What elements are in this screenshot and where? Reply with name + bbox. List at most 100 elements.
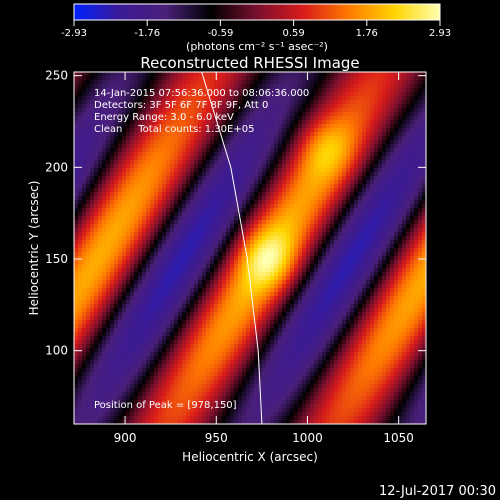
heatmap-cell — [122, 280, 127, 285]
heatmap-cell — [278, 100, 283, 105]
heatmap-cell — [186, 168, 191, 173]
heatmap-cell — [418, 272, 423, 277]
heatmap-cell — [266, 176, 271, 181]
heatmap-cell — [306, 168, 311, 173]
heatmap-cell — [390, 160, 395, 165]
heatmap-cell — [378, 228, 383, 233]
heatmap-cell — [158, 280, 163, 285]
heatmap-cell — [186, 176, 191, 181]
heatmap-cell — [390, 236, 395, 241]
heatmap-cell — [86, 288, 91, 293]
heatmap-cell — [318, 148, 323, 153]
heatmap-cell — [262, 208, 267, 213]
heatmap-cell — [342, 280, 347, 285]
heatmap-cell — [394, 180, 399, 185]
heatmap-cell — [282, 204, 287, 209]
heatmap-cell — [186, 276, 191, 281]
heatmap-cell — [302, 96, 307, 101]
heatmap-cell — [154, 280, 159, 285]
heatmap-cell — [154, 240, 159, 245]
heatmap-cell — [122, 132, 127, 137]
heatmap-cell — [194, 296, 199, 301]
heatmap-cell — [230, 256, 235, 261]
heatmap-cell — [138, 128, 143, 133]
heatmap-cell — [170, 96, 175, 101]
heatmap-cell — [274, 276, 279, 281]
heatmap-cell — [414, 128, 419, 133]
heatmap-cell — [286, 148, 291, 153]
heatmap-cell — [302, 240, 307, 245]
heatmap-cell — [350, 136, 355, 141]
heatmap-cell — [286, 200, 291, 205]
heatmap-cell — [94, 140, 99, 145]
heatmap-cell — [374, 252, 379, 257]
heatmap-cell — [374, 248, 379, 253]
heatmap-cell — [254, 108, 259, 113]
heatmap-cell — [174, 132, 179, 137]
heatmap-cell — [170, 216, 175, 221]
heatmap-cell — [382, 192, 387, 197]
heatmap-cell — [390, 252, 395, 257]
heatmap-cell — [250, 120, 255, 125]
heatmap-cell — [294, 184, 299, 189]
heatmap-cell — [150, 276, 155, 281]
heatmap-cell — [222, 212, 227, 217]
heatmap-cell — [242, 92, 247, 97]
heatmap-cell — [74, 172, 79, 177]
heatmap-cell — [206, 256, 211, 261]
heatmap-cell — [130, 252, 135, 257]
heatmap-cell — [90, 72, 95, 77]
heatmap-cell — [342, 264, 347, 269]
heatmap-cell — [342, 180, 347, 185]
heatmap-cell — [158, 200, 163, 205]
heatmap-cell — [94, 192, 99, 197]
heatmap-cell — [354, 156, 359, 161]
heatmap-cell — [234, 116, 239, 121]
heatmap-cell — [258, 272, 263, 277]
heatmap-cell — [242, 128, 247, 133]
heatmap-cell — [114, 208, 119, 213]
heatmap-cell — [322, 248, 327, 253]
heatmap-cell — [302, 232, 307, 237]
heatmap-cell — [206, 152, 211, 157]
heatmap-cell — [126, 260, 131, 265]
heatmap-cell — [162, 128, 167, 133]
heatmap-cell — [358, 124, 363, 129]
heatmap-cell — [306, 116, 311, 121]
heatmap-cell — [94, 216, 99, 221]
heatmap-cell — [298, 180, 303, 185]
heatmap-cell — [386, 152, 391, 157]
heatmap-cell — [114, 252, 119, 257]
heatmap-cell — [418, 196, 423, 201]
heatmap-cell — [82, 188, 87, 193]
heatmap-cell — [82, 244, 87, 249]
heatmap-cell — [158, 212, 163, 217]
heatmap-cell — [118, 184, 123, 189]
heatmap-cell — [138, 132, 143, 137]
heatmap-cell — [90, 80, 95, 85]
heatmap-cell — [154, 212, 159, 217]
heatmap-cell — [150, 260, 155, 265]
heatmap-cell — [202, 276, 207, 281]
heatmap-cell — [330, 116, 335, 121]
heatmap-cell — [222, 244, 227, 249]
heatmap-cell — [418, 184, 423, 189]
heatmap-cell — [130, 132, 135, 137]
heatmap-cell — [274, 284, 279, 289]
heatmap-cell — [390, 140, 395, 145]
heatmap-cell — [386, 196, 391, 201]
heatmap-cell — [298, 288, 303, 293]
heatmap-cell — [410, 292, 415, 297]
heatmap-cell — [182, 176, 187, 181]
heatmap-cell — [278, 172, 283, 177]
heatmap-cell — [290, 268, 295, 273]
heatmap-cell — [206, 212, 211, 217]
heatmap-cell — [402, 100, 407, 105]
colorbar-tick-label: 2.93 — [429, 28, 451, 39]
heatmap-cell — [118, 208, 123, 213]
heatmap-cell — [186, 248, 191, 253]
heatmap-cell — [402, 152, 407, 157]
heatmap-cell — [354, 152, 359, 157]
heatmap-cell — [142, 288, 147, 293]
heatmap-cell — [358, 148, 363, 153]
